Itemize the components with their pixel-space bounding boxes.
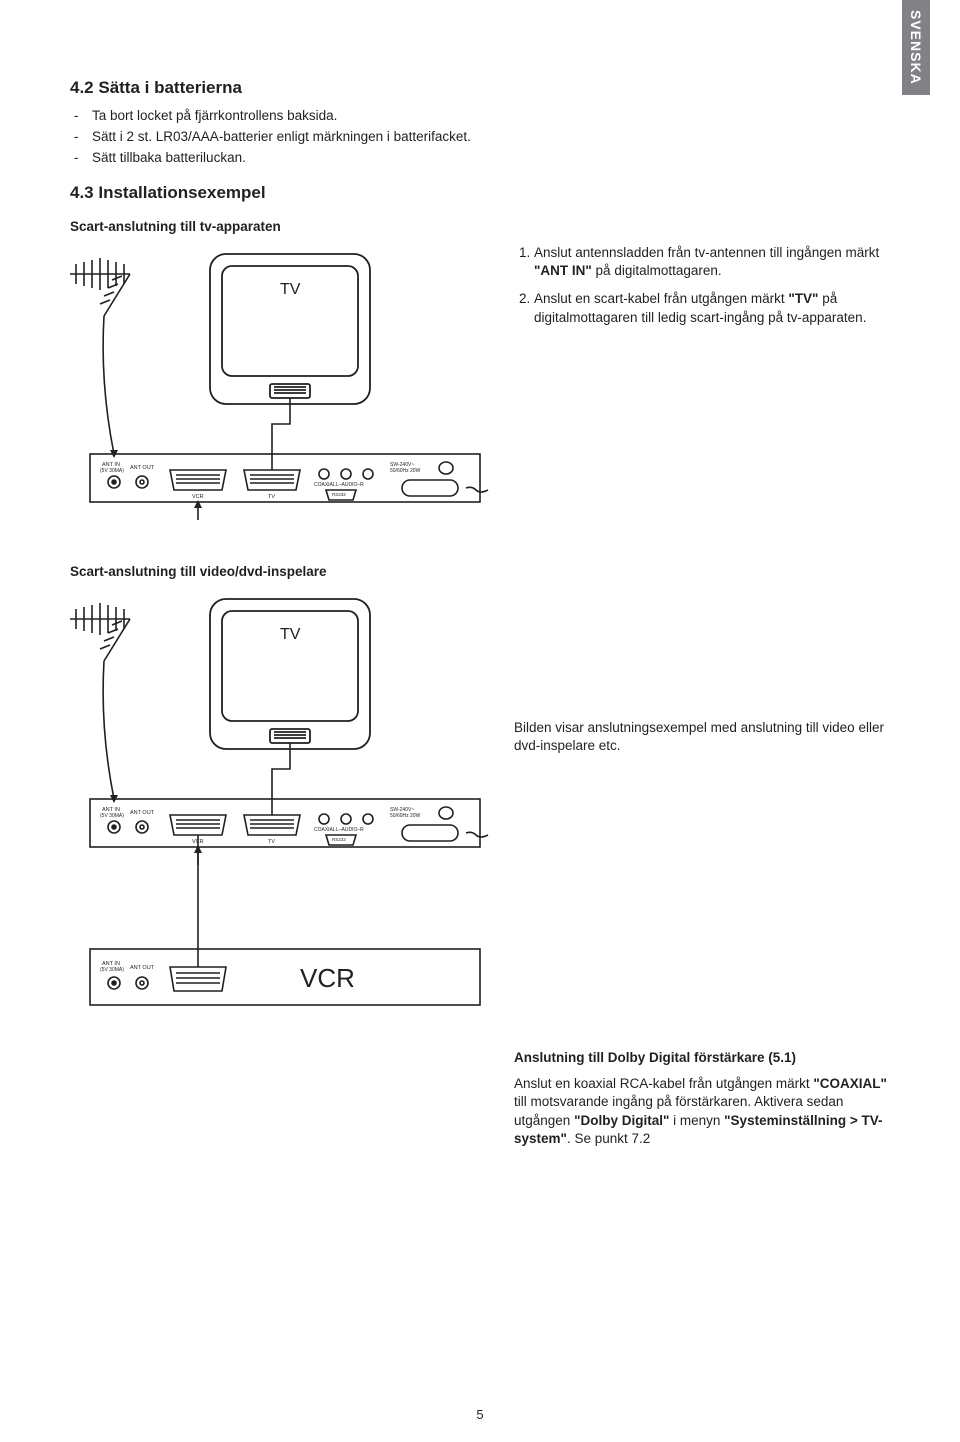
step-1: Anslut antennsladden från tv-antennen ti… <box>534 244 890 280</box>
language-tab: SVENSKA <box>902 0 930 95</box>
svg-text:50/60Hz 20W: 50/60Hz 20W <box>390 813 421 819</box>
section-4-2-list: Ta bort locket på fjärrkontrollens baksi… <box>70 108 890 165</box>
svg-text:(5V 30MA): (5V 30MA) <box>100 468 124 474</box>
svg-text:TV: TV <box>268 494 275 500</box>
section-4-3-sub1: Scart-anslutning till tv-apparaten <box>70 219 890 234</box>
svg-text:(5V 30MA): (5V 30MA) <box>100 813 124 819</box>
section-4-3-sub2: Scart-anslutning till video/dvd-inspelar… <box>70 564 890 579</box>
svg-text:ANT OUT: ANT OUT <box>130 465 155 471</box>
svg-text:RS232: RS232 <box>332 492 346 497</box>
step-2: Anslut en scart-kabel från utgången märk… <box>534 290 890 326</box>
svg-text:(5V 30MA): (5V 30MA) <box>100 967 124 973</box>
dolby-section: Anslutning till Dolby Digital förstärkar… <box>514 1049 890 1156</box>
bullet-item: Ta bort locket på fjärrkontrollens baksi… <box>70 108 890 123</box>
diagram-tv-scart: TV ANT IN (5V 30MA) ANT OUT VCR <box>70 244 490 524</box>
svg-text:TV: TV <box>280 626 301 643</box>
svg-text:VCR: VCR <box>300 963 355 993</box>
diagram-vcr-scart: TV ANT IN (5V 30MA) ANT OUT VCR TV <box>70 589 490 1019</box>
section-4-3-title: 4.3 Installationsexempel <box>70 183 890 203</box>
bullet-item: Sätt i 2 st. LR03/AAA-batterier enligt m… <box>70 129 890 144</box>
section-4-3-text2: Bilden visar anslutningsexempel med ansl… <box>514 589 890 763</box>
svg-text:ANT OUT: ANT OUT <box>130 965 155 971</box>
svg-text:50/60Hz 20W: 50/60Hz 20W <box>390 468 421 474</box>
svg-text:TV: TV <box>268 839 275 845</box>
page-number: 5 <box>476 1407 483 1422</box>
svg-text:ANT OUT: ANT OUT <box>130 810 155 816</box>
svg-text:TV: TV <box>280 281 301 298</box>
bullet-item: Sätt tillbaka batteriluckan. <box>70 150 890 165</box>
dolby-title: Anslutning till Dolby Digital förstärkar… <box>514 1050 796 1065</box>
section-4-2-title: 4.2 Sätta i batterierna <box>70 78 890 98</box>
svg-text:COAXIAL: COAXIAL <box>314 827 336 833</box>
section-4-3-steps: Anslut antennsladden från tv-antennen ti… <box>514 244 890 337</box>
svg-text:COAXIAL: COAXIAL <box>314 482 336 488</box>
svg-text:RS232: RS232 <box>332 837 346 842</box>
svg-text:L–AUDIO–R: L–AUDIO–R <box>336 482 364 488</box>
dolby-body: Anslut en koaxial RCA-kabel från utgånge… <box>514 1075 890 1148</box>
svg-text:VCR: VCR <box>192 494 204 500</box>
svg-text:L–AUDIO–R: L–AUDIO–R <box>336 827 364 833</box>
